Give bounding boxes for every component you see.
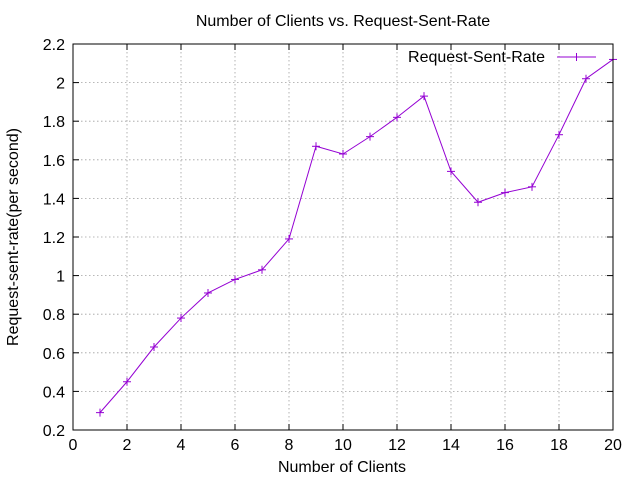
y-tick-label: 2.2 xyxy=(43,37,65,54)
data-point xyxy=(393,113,401,122)
x-tick-label: 18 xyxy=(550,437,568,454)
legend-marker xyxy=(572,53,581,61)
data-point xyxy=(339,150,347,159)
axis-ticks xyxy=(72,43,614,431)
x-tick-label: 16 xyxy=(496,437,514,454)
y-tick-label: 1.6 xyxy=(43,153,65,170)
y-tick-label: 1.2 xyxy=(43,230,65,247)
y-tick-label: 0.2 xyxy=(43,423,65,440)
data-point xyxy=(231,275,239,284)
series xyxy=(96,55,617,417)
legend-label: Request-Sent-Rate xyxy=(408,49,545,66)
x-tick-label: 2 xyxy=(123,437,132,454)
x-axis-label: Number of Clients xyxy=(278,459,406,476)
x-tick-label: 0 xyxy=(69,437,78,454)
data-point xyxy=(572,53,581,61)
data-point xyxy=(96,408,104,417)
x-tick-label: 4 xyxy=(177,437,186,454)
data-point xyxy=(312,142,320,151)
x-tick-label: 12 xyxy=(388,437,406,454)
data-point xyxy=(123,377,131,386)
data-point xyxy=(474,198,482,207)
data-point xyxy=(555,130,563,139)
data-point xyxy=(258,265,266,274)
data-point xyxy=(150,343,158,352)
data-point xyxy=(177,314,185,323)
data-point xyxy=(501,188,509,197)
data-point xyxy=(366,132,374,141)
data-point xyxy=(447,167,455,176)
x-tick-label: 14 xyxy=(442,437,460,454)
y-tick-label: 2 xyxy=(56,76,65,93)
y-tick-label: 1.4 xyxy=(43,191,65,208)
chart-title: Number of Clients vs. Request-Sent-Rate xyxy=(196,13,490,30)
data-point xyxy=(528,182,536,191)
plot-frame xyxy=(72,43,614,431)
y-axis-label: Request-sent-rate(per second) xyxy=(5,128,22,346)
data-point xyxy=(582,74,590,83)
x-tick-label: 10 xyxy=(334,437,352,454)
tick-labels: 0 2 4 6 8 10 12 14 16 18 20 0.2 0.4 0.6 0.8 1 1.2 1.4 1.6 1… xyxy=(43,37,622,454)
y-tick-label: 0.6 xyxy=(43,346,65,363)
y-tick-label: 0.8 xyxy=(43,307,65,324)
data-point xyxy=(420,92,428,101)
y-tick-label: 1 xyxy=(56,269,65,286)
x-tick-label: 20 xyxy=(604,437,622,454)
y-tick-label: 1.8 xyxy=(43,114,65,131)
y-tick-label: 0.4 xyxy=(43,384,65,401)
data-point xyxy=(285,234,293,243)
legend: Request-Sent-Rate xyxy=(408,49,596,66)
x-tick-label: 6 xyxy=(231,437,240,454)
series-line xyxy=(99,59,614,413)
data-point xyxy=(204,288,212,297)
x-tick-label: 8 xyxy=(285,437,294,454)
